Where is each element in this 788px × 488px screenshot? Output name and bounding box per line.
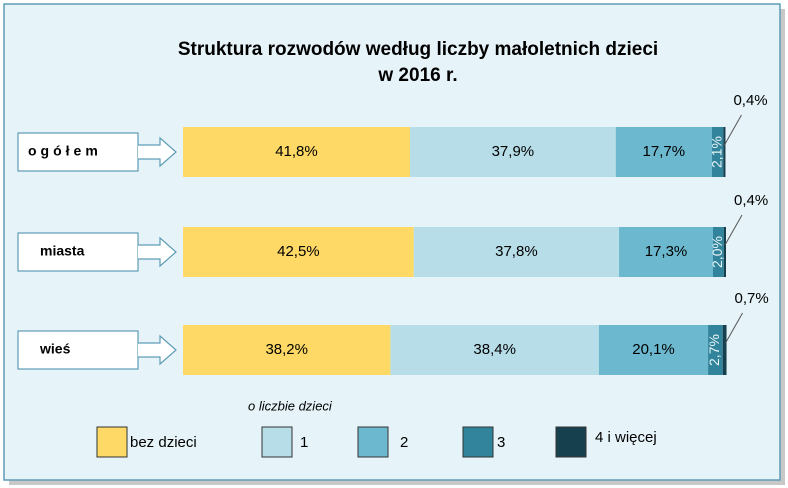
value-label: 20,1% — [632, 341, 675, 358]
bar-segment — [183, 127, 410, 177]
legend-swatch — [555, 426, 587, 458]
bar-segment — [723, 127, 726, 177]
legend-label: 3 — [497, 434, 505, 451]
bar-segment — [723, 227, 726, 277]
leader-line — [724, 114, 742, 146]
leader-line — [724, 214, 743, 246]
value-label: 17,3% — [645, 243, 688, 260]
category-arrow — [138, 236, 177, 268]
category-arrow — [138, 334, 177, 366]
category-box — [17, 132, 139, 172]
leader-line — [725, 312, 743, 344]
chart-title: w 2016 r. — [377, 65, 457, 86]
bar-segment — [708, 325, 723, 375]
value-label: 2,1% — [708, 136, 724, 168]
bar-segment — [409, 127, 616, 177]
category-box — [17, 232, 139, 272]
legend-swatch — [96, 426, 128, 458]
bar-segment — [183, 227, 414, 277]
value-label: 38,4% — [473, 341, 516, 358]
legend-swatch — [462, 426, 494, 458]
value-label: 0,7% — [735, 290, 769, 307]
bar-segment — [722, 325, 727, 375]
value-label: 38,2% — [265, 341, 308, 358]
value-label: 0,4% — [733, 92, 767, 109]
value-label: 42,5% — [277, 243, 320, 260]
bar-segment — [712, 227, 724, 277]
category-box — [17, 330, 139, 370]
value-label: 0,4% — [734, 192, 768, 209]
bar-segment — [615, 127, 712, 177]
legend-label: bez dzieci — [130, 434, 197, 451]
legend-swatch — [261, 426, 293, 458]
legend-label: 2 — [400, 434, 408, 451]
category-label: ogółem — [28, 143, 102, 159]
legend-label: 1 — [300, 434, 308, 451]
value-label: 37,9% — [492, 143, 535, 160]
value-label: 2,7% — [706, 334, 722, 366]
value-label: 17,7% — [643, 143, 686, 160]
value-label: 37,8% — [495, 243, 538, 260]
legend-swatch — [357, 426, 389, 458]
bar-segment — [390, 325, 599, 375]
bar-segment — [619, 227, 713, 277]
chart-title: Struktura rozwodów według liczby małolet… — [178, 39, 658, 60]
category-label: wieś — [39, 341, 71, 357]
value-label: 2,0% — [709, 236, 725, 268]
legend-label: 4 i więcej — [595, 429, 657, 446]
legend-title: o liczbie dzieci — [248, 398, 333, 413]
bar-segment — [598, 325, 709, 375]
bar-segment — [711, 127, 724, 177]
category-arrow — [138, 136, 177, 168]
value-label: 41,8% — [275, 143, 318, 160]
category-label: miasta — [40, 243, 85, 259]
bar-segment — [413, 227, 620, 277]
bar-segment — [183, 325, 391, 375]
